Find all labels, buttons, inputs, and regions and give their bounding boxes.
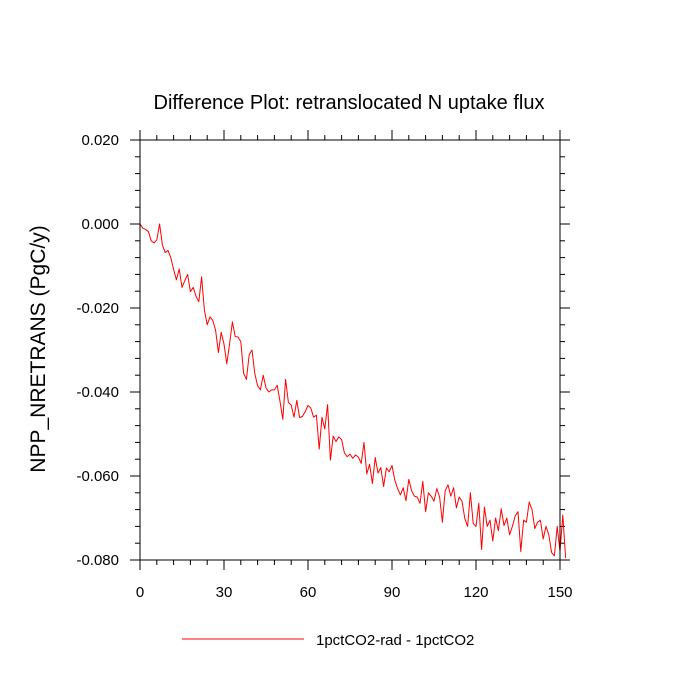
y-tick-label: 0.020 (81, 132, 119, 149)
x-tick-label: 90 (384, 584, 401, 601)
plot-frame (139, 139, 561, 561)
y-axis-label: NPP_NRETRANS (PgC/y) (27, 225, 50, 472)
chart-title: Difference Plot: retranslocated N uptake… (154, 92, 545, 114)
series-line (139, 223, 567, 558)
x-tick-label: 0 (136, 584, 144, 601)
y-tick-label: -0.040 (76, 384, 119, 401)
series-layer (139, 223, 567, 558)
x-tick-label: 30 (216, 584, 233, 601)
axis-ticks: 0.020 0.000 -0.020 -0.040 -0.060 -0.080 0 30 60 9… (76, 130, 573, 601)
x-tick-label: 60 (300, 584, 317, 601)
legend: 1pctCO2-rad - 1pctCO2 (182, 632, 474, 649)
x-tick-label: 120 (463, 584, 488, 601)
legend-label: 1pctCO2-rad - 1pctCO2 (316, 632, 474, 649)
y-tick-label: -0.060 (76, 468, 119, 485)
y-tick-label: -0.020 (76, 300, 119, 317)
y-tick-label: -0.080 (76, 552, 119, 569)
x-tick-label: 150 (547, 584, 572, 601)
y-tick-label: 0.000 (81, 216, 119, 233)
